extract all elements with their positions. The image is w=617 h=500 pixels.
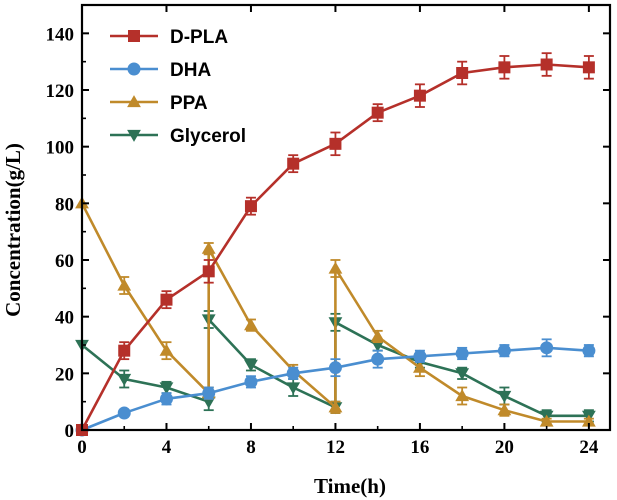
- data-point-glycerol: [244, 359, 258, 372]
- data-point-ppa: [201, 241, 216, 254]
- data-point-dha: [455, 347, 469, 360]
- data-point-d-pla: [118, 344, 131, 357]
- y-tick-label: 120: [46, 81, 75, 102]
- data-point-d-pla: [244, 200, 257, 213]
- x-tick-label: 4: [162, 437, 172, 458]
- legend-marker: [127, 129, 141, 142]
- legend-marker: [127, 95, 141, 108]
- legend-label: Glycerol: [170, 126, 246, 147]
- data-point-d-pla: [329, 137, 342, 150]
- data-point-ppa: [455, 389, 470, 402]
- data-point-ppa: [328, 261, 343, 274]
- data-point-d-pla: [287, 157, 300, 170]
- data-point-dha: [540, 341, 554, 355]
- data-point-ppa: [244, 318, 258, 331]
- legend-marker: [128, 30, 140, 42]
- data-point-d-pla: [202, 265, 215, 278]
- data-point-glycerol: [497, 390, 512, 403]
- data-point-dha: [582, 344, 596, 358]
- data-point-dha: [202, 386, 216, 400]
- data-point-dha: [328, 361, 342, 375]
- x-tick-label: 20: [495, 437, 514, 458]
- y-tick-label: 20: [55, 364, 74, 385]
- data-point-ppa: [539, 414, 554, 427]
- x-tick-label: 0: [77, 437, 87, 458]
- data-point-d-pla: [582, 61, 595, 74]
- data-point-dha: [159, 392, 173, 406]
- y-tick-label: 100: [46, 138, 75, 159]
- data-point-ppa: [328, 400, 343, 413]
- plot-frame: [80, 3, 612, 432]
- data-point-dha: [286, 366, 300, 380]
- data-point-dha: [244, 375, 258, 389]
- y-tick-label: 40: [55, 308, 74, 329]
- data-point-ppa: [159, 343, 174, 356]
- y-tick-label: 80: [55, 194, 74, 215]
- legend-item-glycerol: Glycerol: [110, 126, 246, 147]
- data-point-d-pla: [456, 67, 469, 79]
- data-point-glycerol: [117, 373, 132, 386]
- data-point-d-pla: [413, 89, 426, 102]
- legend-label: PPA: [170, 93, 208, 114]
- x-tick-label: 24: [579, 437, 599, 458]
- series-dha: [75, 338, 596, 437]
- data-point-dha: [497, 344, 511, 358]
- series-d-pla: [76, 52, 595, 436]
- legend: D-PLA DHA PPA Glycerol: [110, 27, 246, 147]
- data-point-glycerol: [159, 382, 174, 395]
- data-point-ppa: [413, 360, 427, 373]
- data-point-dha: [371, 352, 385, 366]
- data-point-d-pla: [540, 58, 553, 71]
- y-tick-label: 60: [55, 251, 74, 272]
- x-tick-label: 16: [410, 437, 429, 458]
- x-tick-label: 8: [246, 437, 256, 458]
- data-point-d-pla: [498, 61, 511, 74]
- x-axis-title: Time(h): [314, 474, 386, 498]
- legend-item-dha: DHA: [110, 60, 211, 81]
- series-line-ppa: [80, 202, 589, 423]
- data-point-d-pla: [160, 293, 173, 306]
- x-tick-label: 12: [326, 437, 345, 458]
- legend-marker: [127, 62, 141, 76]
- series-ppa: [75, 196, 596, 427]
- legend-item-ppa: PPA: [110, 93, 208, 114]
- data-point-dha: [413, 349, 427, 363]
- data-point-ppa: [497, 403, 512, 416]
- data-point-d-pla: [371, 106, 384, 119]
- legend-label: D-PLA: [170, 27, 228, 48]
- legend-label: DHA: [170, 60, 211, 81]
- data-point-ppa: [370, 329, 385, 342]
- data-point-ppa: [117, 278, 132, 291]
- data-point-glycerol: [455, 368, 470, 381]
- legend-item-d-pla: D-PLA: [110, 27, 228, 48]
- data-point-ppa: [581, 414, 596, 427]
- data-point-glycerol: [286, 382, 301, 395]
- y-tick-label: 140: [46, 24, 75, 45]
- y-tick-label: 0: [65, 421, 75, 442]
- data-point-dha: [117, 406, 131, 420]
- y-axis-title: Concentration(g/L): [1, 143, 25, 317]
